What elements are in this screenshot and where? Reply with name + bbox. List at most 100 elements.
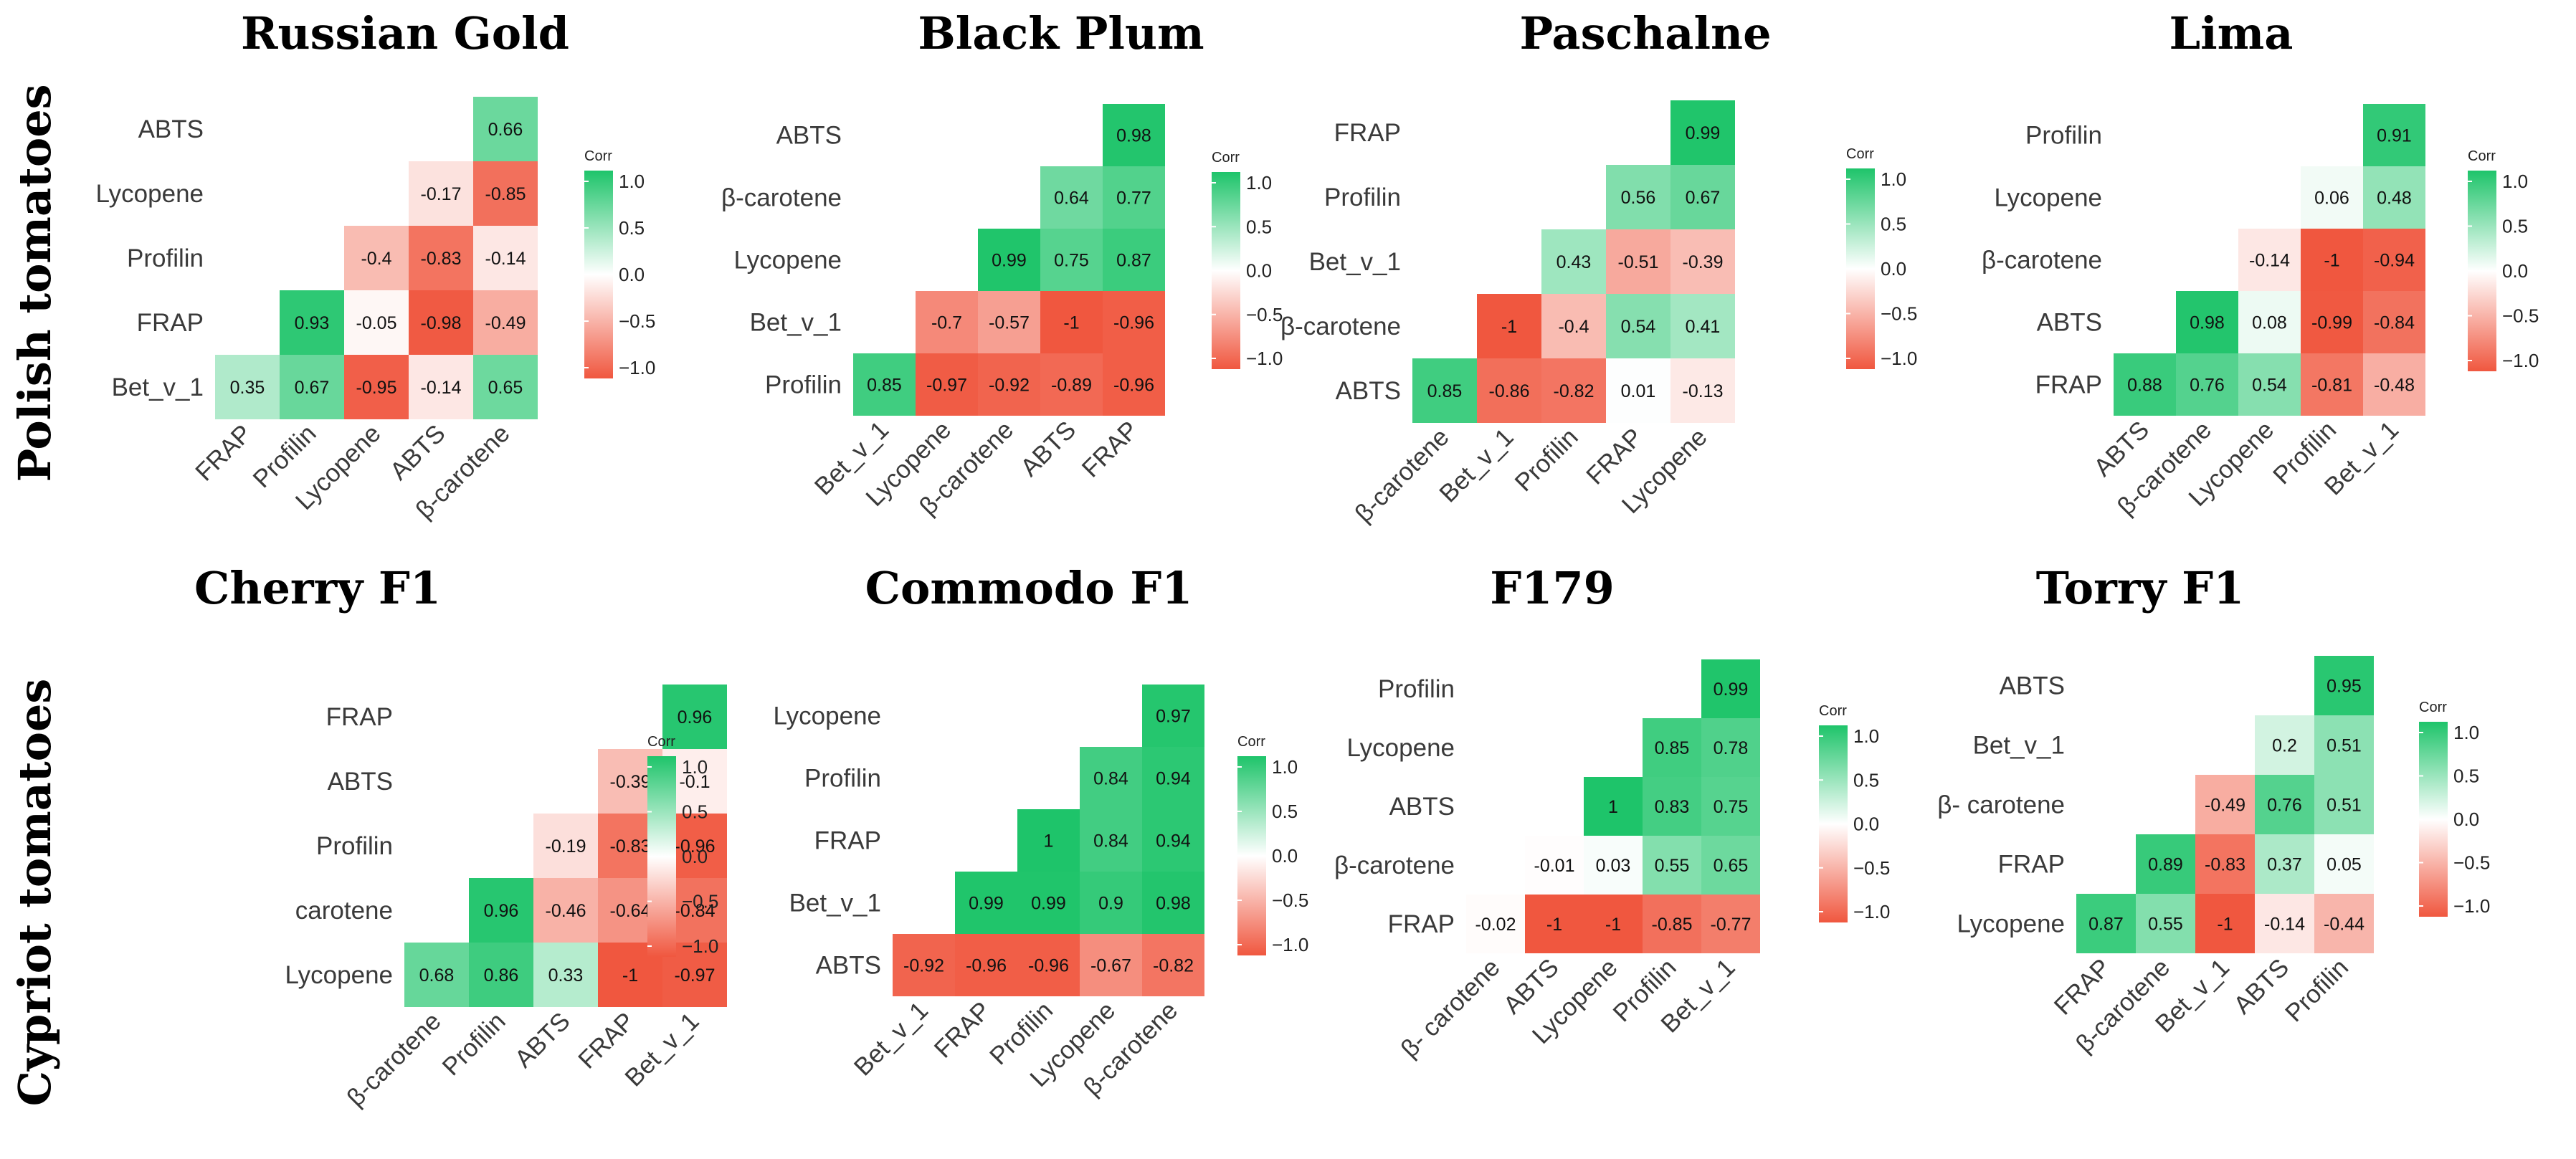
cell-value-label: 0.99 (1714, 679, 1749, 700)
heatmap-cell (2238, 353, 2301, 416)
legend-tick-label: −1.0 (1246, 348, 1283, 369)
legend-tick-label: 1.0 (1881, 168, 1906, 190)
corr-legend: Corr 1.0 0.5 0.0 −0.5 −1.0 (1237, 734, 1308, 955)
cell-value-label: -0.97 (926, 376, 967, 396)
row-tick-label: FRAP (1334, 119, 1401, 147)
heatmap-panel: Torry F1 0.95 0.2 0.51 -0.49 0.76 0.51 0.89 -0.8… (1937, 562, 2490, 1058)
legend-tick-label: −1.0 (682, 935, 718, 957)
heatmap-cell (280, 355, 344, 419)
cell-value-label: -0.77 (1711, 915, 1752, 935)
cell-value-label: -0.95 (356, 378, 397, 398)
cell-value-label: -0.14 (2249, 251, 2290, 271)
heatmap-panel: Russian Gold 0.66 -0.17 -0.85 -0.4 -0.83 -0.14… (96, 7, 656, 524)
cell-value-label: 0.41 (1686, 317, 1721, 337)
heatmap-cell (1643, 777, 1701, 836)
heatmap-cell (1541, 358, 1606, 423)
cell-value-label: -0.05 (356, 313, 397, 333)
row-tick-label: Profilin (2025, 122, 2102, 150)
heatmap-cell (2314, 656, 2374, 715)
heatmap-cell (2136, 894, 2195, 953)
panel-title: Torry F1 (2036, 562, 2244, 614)
cell-value-label: -0.02 (1475, 915, 1516, 935)
cell-value-label: -0.64 (610, 901, 651, 921)
heatmap-cell (280, 290, 344, 355)
legend-tick-label: 0.5 (2453, 765, 2479, 787)
legend-colorbar (1237, 756, 1266, 955)
row-tick-label: Lycopene (774, 702, 882, 730)
heatmap-cell (533, 878, 598, 943)
cell-value-label: -0.83 (610, 836, 651, 857)
legend-tick-label: 0.5 (1272, 801, 1298, 822)
cell-value-label: -1 (2217, 915, 2233, 935)
heatmap-cell (1701, 718, 1760, 777)
heatmap-cell (2301, 166, 2363, 229)
heatmap-cell (2363, 104, 2425, 166)
cell-value-label: -0.49 (2205, 796, 2245, 816)
heatmap-cell (1584, 895, 1643, 953)
heatmap-cell (404, 943, 469, 1007)
cell-value-label: -0.49 (485, 313, 526, 333)
cell-value-label: 0.67 (295, 378, 330, 398)
legend-tick-label: 0.0 (682, 846, 708, 867)
cell-value-label: 0.08 (2252, 313, 2287, 333)
heatmap-cell (1643, 836, 1701, 895)
legend-title: Corr (1846, 146, 1874, 162)
heatmap-cell (1017, 934, 1080, 996)
panel-title: Lima (2169, 7, 2294, 59)
heatmap-cell (1701, 777, 1760, 836)
heatmap-cell (1606, 358, 1670, 423)
cell-value-label: 0.51 (2327, 736, 2362, 756)
heatmap-cell (1142, 747, 1204, 809)
cell-value-label: -0.1 (679, 772, 710, 792)
col-tick-label: Bet_v_1 (849, 996, 933, 1081)
cell-value-label: 0.99 (1686, 123, 1721, 143)
heatmap-cell (473, 226, 538, 290)
heatmap-cell (853, 353, 916, 416)
cell-value-label: 1 (1608, 797, 1618, 817)
heatmap-cell (1584, 836, 1643, 895)
cell-value-label: 0.87 (2088, 915, 2124, 935)
cell-value-label: 0.95 (2327, 677, 2362, 697)
cell-value-label: -0.57 (989, 313, 1030, 333)
legend-colorbar (1846, 168, 1875, 369)
panel-title: Black Plum (918, 7, 1204, 59)
legend-tick-label: 0.5 (1881, 214, 1906, 235)
cell-value-label: -0.84 (2374, 313, 2415, 333)
col-tick-label: FRAP (1077, 416, 1144, 483)
cell-value-label: 0.85 (867, 376, 902, 396)
heatmap-cell (473, 161, 538, 226)
cell-value-label: -0.85 (485, 184, 526, 204)
heatmap-cell (1701, 836, 1760, 895)
heatmap-cell (344, 355, 409, 419)
legend-tick-label: 0.5 (1853, 769, 1879, 791)
heatmap-cell (1477, 294, 1541, 358)
heatmap-cell (1477, 358, 1541, 423)
legend-tick-label: 0.5 (2502, 216, 2528, 237)
cell-value-label: -0.82 (1153, 956, 1194, 976)
cell-value-label: -0.67 (1090, 956, 1131, 976)
heatmap-cell (2195, 834, 2255, 894)
row-tick-label: ABTS (2000, 672, 2065, 700)
heatmap-cell (978, 291, 1040, 353)
cell-value-label: 0.37 (2267, 855, 2302, 875)
heatmap-panel: Paschalne 0.99 0.56 0.67 0.43 -0.51 -0.39 -1 -0.… (1280, 7, 1917, 528)
row-tick-label: FRAP (1998, 851, 2065, 879)
heatmap-cell (2363, 291, 2425, 353)
heatmap-cell (533, 943, 598, 1007)
cell-value-label: 0.98 (2190, 313, 2225, 333)
corr-legend: Corr 1.0 0.5 0.0 −0.5 −1.0 (1212, 150, 1283, 369)
heatmap-cell (1606, 294, 1670, 358)
cell-value-label: 0.93 (295, 313, 330, 333)
row-tick-label: Profilin (804, 765, 881, 793)
heatmap-cell (1412, 358, 1477, 423)
cell-value-label: -0.96 (675, 836, 716, 857)
heatmap-cell (1103, 353, 1165, 416)
heatmap-cell (955, 872, 1017, 934)
row-tick-label: Bet_v_1 (1309, 248, 1401, 276)
heatmap-panel: Lima 0.91 0.06 0.48 -0.14 -1 -0.94 0.98 0.08 -0.9… (1982, 7, 2539, 520)
row-tick-label: Lycopene (1957, 910, 2066, 938)
row-tick-label: Lycopene (285, 961, 394, 989)
heatmap-cell (2238, 229, 2301, 291)
heatmap-cell (1040, 353, 1103, 416)
